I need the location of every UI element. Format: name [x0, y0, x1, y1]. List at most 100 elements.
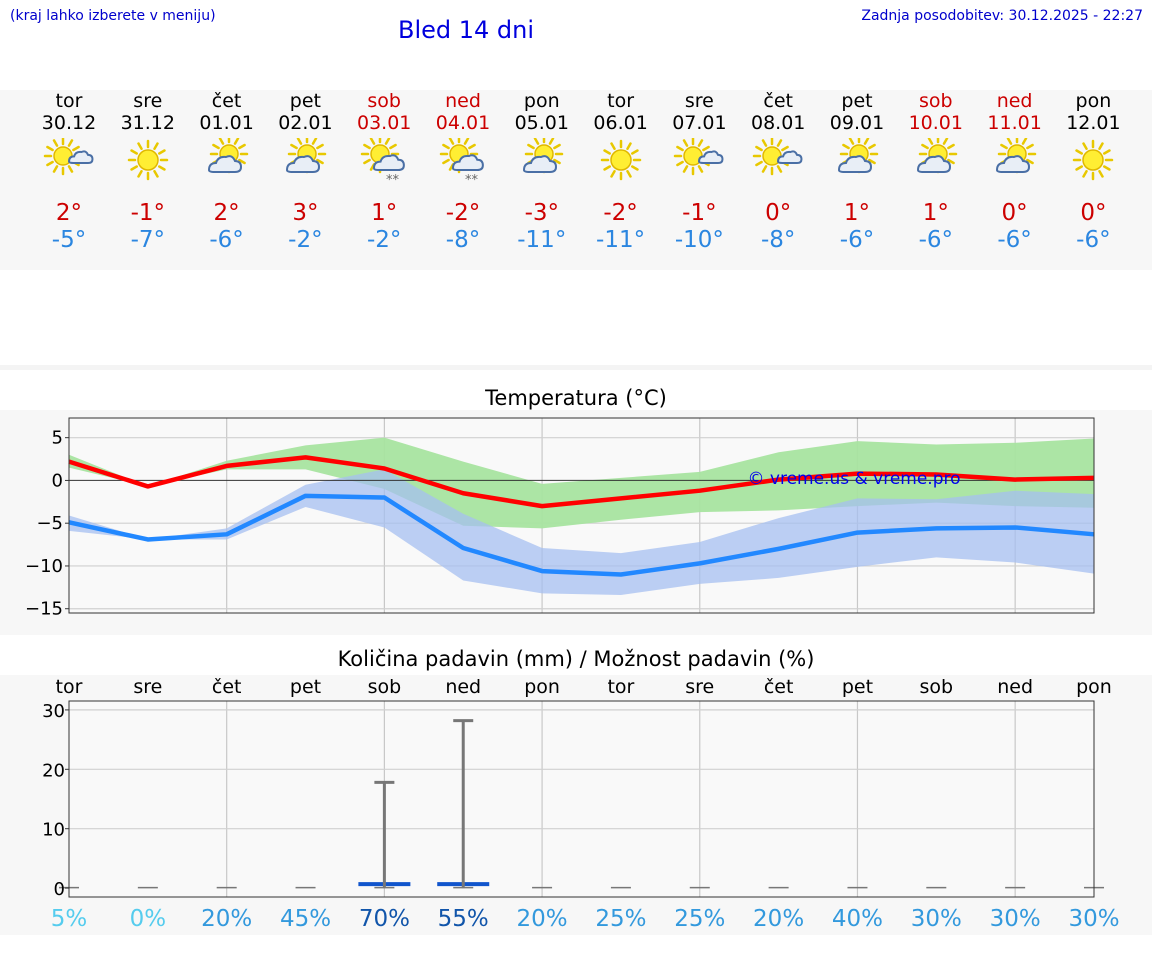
- day-name: sob: [919, 90, 953, 112]
- precipitation-probability: 70%: [359, 906, 410, 932]
- precipitation-day-label: sre: [133, 676, 162, 698]
- sun-cloud-icon: [829, 134, 885, 186]
- day-name: ned: [445, 90, 481, 112]
- sun-cloud-icon: [514, 134, 570, 186]
- day-name: pet: [289, 90, 321, 112]
- precipitation-probability: 30%: [1068, 906, 1119, 932]
- day-column: tor 06.01 -2° -11°: [582, 90, 660, 253]
- page-title: Bled 14 dni: [398, 16, 535, 44]
- precipitation-day-label: pon: [524, 676, 560, 698]
- precipitation-plot-area: [69, 701, 1094, 897]
- day-column: čet 01.01 2° -6°: [188, 90, 266, 253]
- day-date: 06.01: [593, 112, 648, 134]
- day-column: ned 04.01 ** -2° -8°: [424, 90, 502, 253]
- precipitation-day-label: sob: [368, 676, 402, 698]
- max-temperature: 0°: [765, 200, 792, 226]
- precipitation-day-label: sob: [920, 676, 954, 698]
- day-name: čet: [763, 90, 793, 112]
- temperature-y-tick-label: −15: [25, 599, 63, 620]
- min-temperature: -6°: [839, 227, 875, 253]
- day-name: pon: [523, 90, 560, 112]
- precipitation-plot-frame: [68, 700, 1095, 898]
- day-column: sre 07.01 -1° -10°: [660, 90, 738, 253]
- temperature-plot-frame: [68, 417, 1095, 614]
- precipitation-probability: 0%: [130, 906, 167, 932]
- day-date: 07.01: [672, 112, 727, 134]
- day-date: 01.01: [199, 112, 254, 134]
- sun-cloud-snow-icon: **: [356, 134, 412, 188]
- svg-text:**: **: [465, 173, 479, 186]
- max-temperature: -3°: [524, 200, 560, 226]
- max-temperature: -2°: [603, 200, 638, 226]
- precipitation-day-label: pet: [290, 676, 321, 698]
- day-column: pon 05.01 -3° -11°: [503, 90, 581, 253]
- sun-cloud-icon: [987, 134, 1043, 186]
- day-name: pon: [1075, 90, 1112, 112]
- sun-cloud-icon: [908, 134, 964, 186]
- sun-cloud-small-icon: [750, 136, 806, 186]
- daily-forecast-strip: tor 30.12 2° -5° sre 31.12 -1° -7° čet 01.01 2° -6°…: [0, 90, 1152, 270]
- precipitation-probability: 45%: [280, 906, 331, 932]
- sun-cloud-small-icon: [671, 136, 727, 186]
- location-hint: (kraj lahko izberete v meniju): [10, 8, 216, 24]
- min-temperature-line: [68, 493, 1095, 577]
- day-name: ned: [996, 90, 1033, 112]
- max-temperature: 3°: [292, 200, 319, 226]
- max-temperature: 1°: [371, 200, 398, 226]
- max-temperature: 1°: [843, 200, 871, 226]
- watermark-text: © vreme.us & vreme.pro: [747, 469, 960, 489]
- day-column: sob 10.01 1° -6°: [897, 90, 975, 253]
- day-name: pet: [841, 90, 873, 112]
- day-date: 12.01: [1066, 112, 1121, 134]
- min-temperature: -11°: [517, 227, 567, 253]
- precipitation-chart-title: Količina padavin (mm) / Možnost padavin …: [337, 647, 815, 671]
- day-column: ned 11.01 0° -6°: [976, 90, 1054, 253]
- sun-icon: [593, 138, 649, 186]
- sun-cloud-icon: [277, 134, 333, 186]
- day-column: pet 02.01 3° -2°: [266, 90, 344, 253]
- day-column: tor 30.12 2° -5°: [30, 90, 108, 253]
- precipitation-probability: 5%: [51, 906, 88, 932]
- min-temperature: -11°: [596, 227, 646, 253]
- temperature-y-tick-label: 5: [52, 428, 63, 449]
- sun-icon: [1065, 138, 1121, 186]
- temperature-y-tick-label: −10: [25, 556, 63, 577]
- max-temperature: -2°: [445, 200, 481, 226]
- max-temperature: -1°: [130, 200, 166, 226]
- min-temperature: -6°: [209, 227, 244, 253]
- day-date: 02.01: [278, 112, 333, 134]
- min-temperature: -5°: [51, 227, 87, 253]
- last-updated: Zadnja posodobitev: 30.12.2025 - 22:27: [861, 8, 1143, 24]
- max-temperature: -1°: [682, 200, 717, 226]
- precipitation-probability: 20%: [201, 906, 252, 932]
- day-date: 08.01: [750, 112, 806, 134]
- day-name: sre: [684, 90, 714, 112]
- day-name: sob: [367, 90, 401, 112]
- day-date: 03.01: [356, 112, 412, 134]
- day-date: 05.01: [514, 112, 569, 134]
- precipitation-day-label: tor: [56, 676, 83, 698]
- precipitation-probability: 25%: [674, 906, 725, 932]
- precipitation-y-tick-label: 10: [42, 820, 65, 841]
- max-temperature: 1°: [922, 200, 949, 226]
- day-name: čet: [211, 90, 242, 112]
- precipitation-probability: 25%: [595, 906, 646, 932]
- precipitation-day-label: čet: [212, 676, 242, 698]
- day-date: 31.12: [120, 112, 175, 134]
- sun-cloud-icon: [199, 134, 255, 186]
- temperature-y-tick-label: 0: [52, 470, 63, 491]
- precipitation-probability: 55%: [438, 906, 489, 932]
- day-column: sre 31.12 -1° -7°: [109, 90, 187, 253]
- precipitation-day-label: pon: [1076, 676, 1112, 698]
- day-column: pet 09.01 1° -6°: [818, 90, 896, 253]
- precipitation-probability: 30%: [911, 906, 962, 932]
- day-date: 09.01: [829, 112, 885, 134]
- min-temperature: -10°: [674, 227, 724, 253]
- day-name: tor: [607, 90, 635, 112]
- svg-text:**: **: [386, 173, 400, 186]
- min-temperature: -8°: [760, 227, 796, 253]
- temperature-chart-title: Temperatura (°C): [485, 386, 667, 410]
- precipitation-probability: 20%: [517, 906, 568, 932]
- precipitation-y-tick-label: 30: [42, 701, 65, 722]
